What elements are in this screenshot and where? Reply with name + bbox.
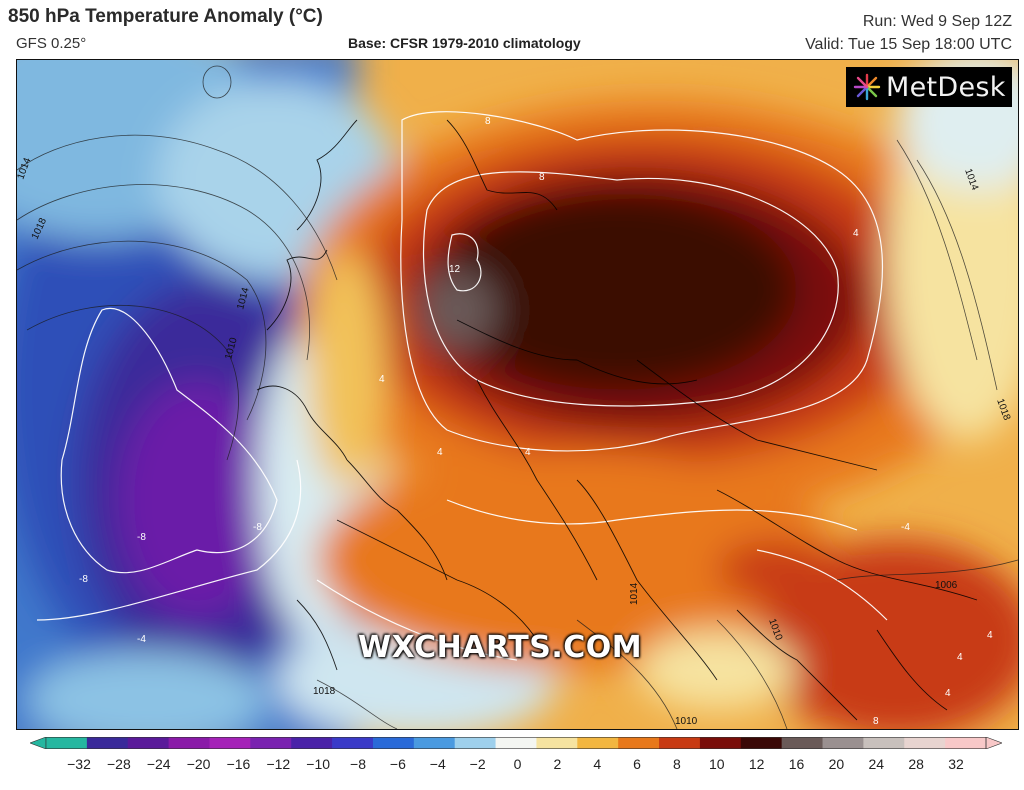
anomaly-map-svg: 8 8 12 4 4 4 -8 -8 -8 -4 4 4 8 -4 4 4 10… (17, 60, 1018, 729)
colorbar-tick-label: −28 (106, 756, 131, 772)
valid-time-label: Valid: Tue 15 Sep 18:00 UTC (805, 36, 1012, 53)
colorbar-tick-label: 12 (748, 756, 765, 772)
colorbar-tick-label: −8 (350, 756, 367, 772)
colorbar-max-extension (985, 737, 1002, 749)
colorbar-segment (822, 737, 864, 749)
contour-label: 4 (945, 688, 951, 699)
contour-label: 4 (987, 630, 993, 641)
contour-label: 4 (525, 447, 531, 458)
colorbar-tick-label: 28 (908, 756, 924, 772)
colorbar-tick-label: 20 (828, 756, 845, 772)
colorbar-tick-label: 16 (788, 756, 805, 772)
contour-label: -4 (137, 634, 146, 645)
colorbar-tick-label: 32 (948, 756, 964, 772)
metdesk-logo-icon (853, 73, 881, 101)
colorbar-frame (45, 737, 987, 749)
colorbar-tick-label: −10 (306, 756, 331, 772)
colorbar-tick-label: 4 (593, 756, 602, 772)
colorbar-segment (86, 737, 129, 749)
contour-label: -4 (901, 522, 910, 533)
contour-label: 4 (437, 447, 443, 458)
colorbar-tick-label: 24 (868, 756, 885, 772)
colorbar-tick-label: 6 (633, 756, 641, 772)
colorbar-min-extension (30, 737, 47, 749)
contour-label: 4 (957, 652, 963, 663)
anomaly-map[interactable]: 8 8 12 4 4 4 -8 -8 -8 -4 4 4 8 -4 4 4 10… (16, 59, 1019, 730)
colorbar-tick-label: 10 (709, 756, 725, 772)
colorbar-segment (863, 737, 905, 749)
colorbar-segment (699, 737, 742, 749)
contour-label: 8 (539, 172, 545, 183)
colorbar-tick-label: −4 (429, 756, 446, 772)
isobar-label: 1006 (935, 580, 958, 591)
colorbar-segment (454, 737, 497, 749)
colorbar-segment (168, 737, 211, 749)
colorbar-tick-label: −2 (469, 756, 486, 772)
isobar-label: 1014 (629, 582, 640, 605)
metdesk-logo: MetDesk (846, 67, 1012, 107)
colorbar-segment (904, 737, 946, 749)
colorbar-ticks: −32 −28 −24 −20 −16 −12 −10 −8 −6 −4 −2 0 2 4 6 8 10 12 16… (0, 756, 1024, 776)
colorbar-segment (209, 737, 251, 749)
colorbar-segment (372, 737, 415, 749)
model-label: GFS 0.25° (16, 35, 87, 52)
colorbar-segment (945, 737, 987, 749)
contour-label: -8 (137, 532, 146, 543)
colorbar-tick-label: −16 (226, 756, 251, 772)
colorbar-segment (332, 737, 374, 749)
colorbar-segment (250, 737, 292, 749)
chart-title: 850 hPa Temperature Anomaly (°C) (8, 6, 323, 27)
wxcharts-watermark: WXCHARTS.COM (358, 630, 643, 665)
isobar-label: 1018 (313, 686, 336, 697)
contour-label: 4 (853, 228, 859, 239)
colorbar-segment (46, 737, 88, 749)
colorbar-segment (659, 737, 701, 749)
colorbar-segment (536, 737, 578, 749)
colorbar-segment (618, 737, 660, 749)
base-climatology-label: Base: CFSR 1979-2010 climatology (348, 35, 581, 51)
colorbar-tick-label: 8 (673, 756, 681, 772)
colorbar-tick-label: −32 (67, 756, 91, 772)
colorbar-tick-label: 2 (553, 756, 562, 772)
contour-label: 12 (449, 264, 461, 275)
colorbar-segment (413, 737, 456, 749)
contour-label: 8 (873, 716, 879, 727)
colorbar-tick-label: −12 (266, 756, 291, 772)
metdesk-logo-text: MetDesk (886, 71, 1006, 103)
colorbar-segment (291, 737, 333, 749)
contour-label: -8 (253, 522, 262, 533)
colorbar-tick-label: −6 (389, 756, 406, 772)
colorbar-tick-label: −24 (146, 756, 171, 772)
colorbar-tick-label: −20 (186, 756, 211, 772)
colorbar-segment (740, 737, 783, 749)
contour-label: 8 (485, 116, 491, 127)
colorbar (30, 737, 1002, 749)
isobar-label: 1010 (675, 716, 698, 727)
colorbar-segment (781, 737, 824, 749)
contour-label: 4 (379, 374, 385, 385)
colorbar-segment (495, 737, 538, 749)
colorbar-segment (577, 737, 619, 749)
run-time-label: Run: Wed 9 Sep 12Z (862, 13, 1012, 30)
colorbar-tick-label: 0 (513, 756, 522, 772)
colorbar-segment (127, 737, 170, 749)
contour-label: -8 (79, 574, 88, 585)
